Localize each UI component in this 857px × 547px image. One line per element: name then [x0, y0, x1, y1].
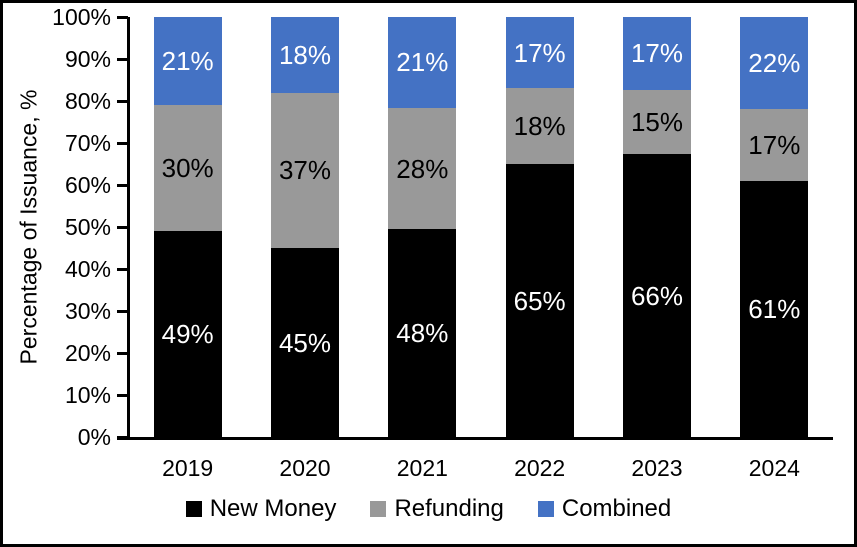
legend-swatch-icon	[370, 501, 387, 517]
bar-segment-new-money: 48%	[388, 229, 457, 437]
bar-segment-new-money: 61%	[740, 180, 809, 437]
bar-segment-new-money: 66%	[623, 154, 691, 437]
x-axis-label-2024: 2024	[748, 455, 800, 481]
y-axis-tick-label: 10%	[64, 382, 111, 408]
legend: New Money Refunding Combined	[3, 495, 854, 523]
x-axis-label-2022: 2022	[514, 455, 566, 481]
data-label: 15%	[630, 106, 684, 137]
x-axis-label-2023: 2023	[631, 455, 683, 481]
y-axis-tick-label: 0%	[77, 424, 111, 450]
bar-segment-refunding: 37%	[271, 92, 339, 248]
bar-segment-refunding: 15%	[623, 89, 691, 155]
data-label: 17%	[513, 37, 566, 68]
legend-item-combined: Combined	[537, 495, 672, 523]
legend-label: New Money	[209, 495, 337, 522]
y-axis-tick	[117, 16, 128, 19]
y-axis-tick-label: 100%	[52, 4, 111, 30]
bar-segment-new-money: 49%	[153, 231, 222, 437]
bar-segment-new-money: 65%	[505, 164, 574, 437]
bar-segment-combined: 21%	[388, 17, 457, 108]
legend-label: Combined	[561, 495, 672, 522]
y-axis-tick	[117, 100, 128, 103]
bar-segment-refunding: 30%	[153, 105, 222, 232]
legend-swatch-icon	[537, 501, 554, 517]
data-label: 65%	[513, 285, 566, 316]
data-label: 28%	[396, 153, 449, 184]
bar-segment-combined: 21%	[153, 17, 222, 106]
data-label: 49%	[161, 319, 214, 350]
y-axis-tick-label: 80%	[64, 88, 111, 114]
y-axis-tick	[117, 226, 128, 229]
bar-segment-combined: 17%	[505, 17, 574, 89]
data-label: 61%	[748, 293, 801, 324]
y-axis-tick	[117, 352, 128, 355]
y-axis-tick	[117, 268, 128, 271]
data-label: 17%	[748, 130, 801, 161]
y-axis-tick-label: 70%	[64, 130, 111, 156]
data-label: 17%	[630, 38, 684, 69]
data-label: 66%	[630, 280, 684, 311]
bar-segment-refunding: 28%	[388, 107, 457, 230]
y-axis-tick	[117, 58, 128, 61]
data-label: 21%	[161, 46, 214, 77]
y-axis-tick	[117, 142, 128, 145]
legend-item-refunding: Refunding	[370, 495, 504, 523]
y-axis-tick-label: 60%	[64, 172, 111, 198]
y-axis-tick-label: 40%	[64, 256, 111, 282]
bar-segment-combined: 17%	[623, 17, 691, 90]
data-label: 21%	[396, 47, 449, 78]
bar-segment-new-money: 45%	[271, 248, 339, 437]
data-label: 18%	[278, 39, 332, 70]
y-axis-line	[127, 17, 130, 440]
x-axis-line	[117, 437, 833, 440]
y-axis-tick	[117, 436, 128, 439]
x-axis-label-2021: 2021	[396, 455, 448, 481]
legend-swatch-icon	[185, 501, 202, 517]
data-label: 18%	[513, 111, 566, 142]
bar-segment-refunding: 17%	[740, 109, 809, 181]
y-axis-tick	[117, 184, 128, 187]
y-axis-tick	[117, 394, 128, 397]
x-axis-label-2020: 2020	[279, 455, 331, 481]
bar-segment-combined: 18%	[271, 17, 339, 93]
bar-segment-refunding: 18%	[505, 88, 574, 164]
y-axis-tick-label: 20%	[64, 340, 111, 366]
y-axis-tick	[117, 310, 128, 313]
y-axis-tick-label: 90%	[64, 46, 111, 72]
data-label: 48%	[396, 318, 449, 349]
data-label: 30%	[161, 153, 214, 184]
y-axis-tick-label: 30%	[64, 298, 111, 324]
legend-label: Refunding	[394, 495, 504, 522]
bar-segment-combined: 22%	[740, 17, 809, 110]
x-axis-label-2019: 2019	[162, 455, 214, 481]
data-label: 22%	[748, 48, 801, 79]
y-axis-tick-label: 50%	[64, 214, 111, 240]
legend-item-new-money: New Money	[185, 495, 337, 523]
data-label: 45%	[278, 327, 332, 358]
data-label: 37%	[278, 155, 332, 186]
